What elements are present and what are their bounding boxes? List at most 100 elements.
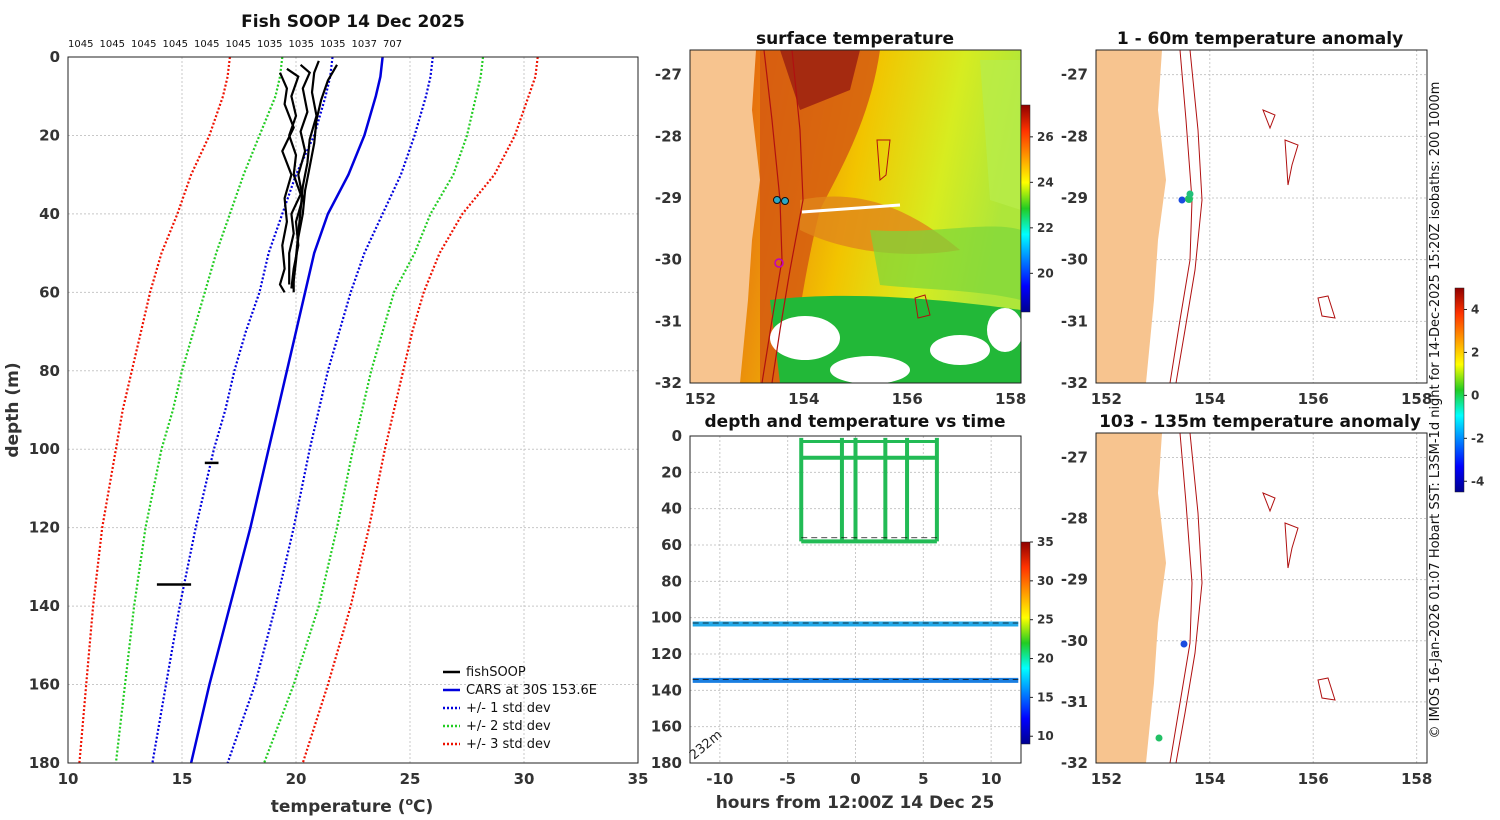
anomaly-marker	[1180, 640, 1188, 648]
profile-series-line	[151, 56, 334, 764]
sst-warmest-core	[780, 50, 860, 110]
y-tick-label: 40	[661, 500, 682, 518]
colorbar-tick-label: 26	[1037, 130, 1054, 144]
legend-label: +/- 3 std dev	[466, 737, 551, 752]
x-tick-label: 158	[995, 390, 1026, 408]
time-title: depth and temperature vs time	[705, 412, 1006, 432]
sst-mixed-water	[870, 226, 1021, 300]
colorbar-tick-label: 25	[1037, 613, 1054, 627]
y-tick-label: 160	[651, 718, 682, 736]
y-tick-label: 100	[651, 609, 682, 627]
profile-y-ticks: 0 20 40 60 80 100 120 140 160 180	[29, 48, 60, 772]
y-tick-label: -28	[655, 127, 682, 145]
surface-panel: surface temperature	[655, 29, 1054, 408]
colorbar-tick-label: 30	[1037, 574, 1054, 588]
colorbar-tick-label: 22	[1037, 221, 1054, 235]
isobath-line	[1169, 433, 1193, 763]
seamount-isobath	[1317, 677, 1336, 701]
anomaly-marker	[1155, 734, 1163, 742]
top-count-label: 1045	[226, 39, 251, 50]
cars-location-marker	[774, 258, 784, 268]
profile-lines	[78, 56, 539, 764]
anomaly-shallow-map	[1096, 50, 1336, 383]
profile-title: Fish SOOP 14 Dec 2025	[241, 12, 465, 32]
top-count-label: 1035	[289, 39, 314, 50]
seamount-isobath	[1262, 492, 1276, 513]
x-tick-label: 35	[628, 770, 649, 788]
y-tick-label: -27	[1061, 66, 1088, 84]
ship-position-marker	[773, 196, 781, 204]
y-tick-label: 140	[29, 597, 60, 615]
top-count-label: 1045	[163, 39, 188, 50]
top-count-label: 1035	[320, 39, 345, 50]
colorbar-tick-label: 4	[1471, 302, 1479, 316]
profile-frame	[67, 56, 639, 764]
x-tick-label: 30	[514, 770, 535, 788]
colorbar-tick-label: 20	[1037, 266, 1054, 280]
x-tick-label: 152	[1091, 390, 1122, 408]
x-tick-label: 158	[1401, 770, 1432, 788]
isobath-line	[1169, 50, 1193, 383]
x-tick-label: 156	[892, 390, 923, 408]
y-tick-label: -30	[1061, 632, 1088, 650]
top-count-label: 1045	[100, 39, 125, 50]
ship-position-marker	[781, 197, 789, 205]
surface-colorbar	[1020, 104, 1031, 313]
x-tick-label: 152	[685, 390, 716, 408]
y-tick-label: 20	[39, 126, 60, 144]
isobath-line	[1175, 433, 1203, 763]
x-tick-label: 158	[1401, 390, 1432, 408]
y-tick-label: -29	[655, 189, 682, 207]
anomaly-shallow-frame	[1095, 49, 1428, 384]
y-tick-label: 80	[661, 572, 682, 590]
y-tick-label: 120	[29, 519, 60, 537]
cloud-mask	[987, 308, 1021, 352]
y-tick-label: 80	[39, 362, 60, 380]
anomaly-deep-panel: 103 - 135m temperature anomaly 152 154 156…	[1061, 287, 1484, 788]
profile-series-line	[78, 56, 231, 764]
top-count-label: 1035	[257, 39, 282, 50]
anomaly-shallow-panel: 1 - 60m temperature anomaly 152 154 156 158…	[1061, 29, 1432, 408]
anomaly-deep-title: 103 - 135m temperature anomaly	[1099, 412, 1421, 432]
fishsoop-profile	[292, 60, 320, 293]
y-tick-label: 60	[661, 536, 682, 554]
cloud-mask	[770, 316, 840, 360]
surface-ticks: 152 154 156 158 -27 -28 -29 -30 -31 -32	[655, 66, 1026, 408]
y-tick-label: -29	[1061, 571, 1088, 589]
y-tick-label: -31	[655, 312, 682, 330]
isobath-line	[761, 50, 783, 383]
x-tick-label: 5	[918, 770, 928, 788]
colorbar-tick-label: -4	[1471, 474, 1484, 488]
y-tick-label: -27	[1061, 448, 1088, 466]
x-tick-label: 0	[850, 770, 860, 788]
anomaly-deep-frame	[1095, 432, 1428, 764]
legend-label: fishSOOP	[466, 665, 526, 680]
colorbar-tick-label: -2	[1471, 431, 1484, 445]
sst-east-cool	[980, 60, 1021, 210]
y-tick-label: 120	[651, 645, 682, 663]
profile-series-line	[114, 56, 284, 764]
colorbar-tick-label: 0	[1471, 388, 1479, 402]
seamount-isobath	[1317, 295, 1336, 319]
surface-colorbar-ticks: 20 22 24 26	[1030, 130, 1054, 280]
y-tick-label: -29	[1061, 189, 1088, 207]
colorbar-tick-label: 15	[1037, 690, 1054, 704]
profile-x-ticks: 10 15 20 25 30 35	[58, 770, 649, 788]
isobath-line	[1175, 50, 1203, 383]
colorbar-tick-label: 24	[1037, 175, 1054, 189]
x-tick-label: 10	[981, 770, 1002, 788]
y-tick-label: 60	[39, 283, 60, 301]
x-tick-label: 20	[286, 770, 307, 788]
land-mass	[1096, 433, 1166, 763]
x-tick-label: 15	[172, 770, 193, 788]
cloud-mask	[930, 335, 990, 365]
land-mass	[690, 50, 760, 383]
y-tick-label: -32	[1061, 374, 1088, 392]
x-tick-label: -5	[779, 770, 796, 788]
seamount-isobath	[876, 139, 891, 182]
y-tick-label: 0	[672, 427, 682, 445]
y-tick-label: -32	[655, 374, 682, 392]
colorbar-tick-label: 35	[1037, 535, 1054, 549]
